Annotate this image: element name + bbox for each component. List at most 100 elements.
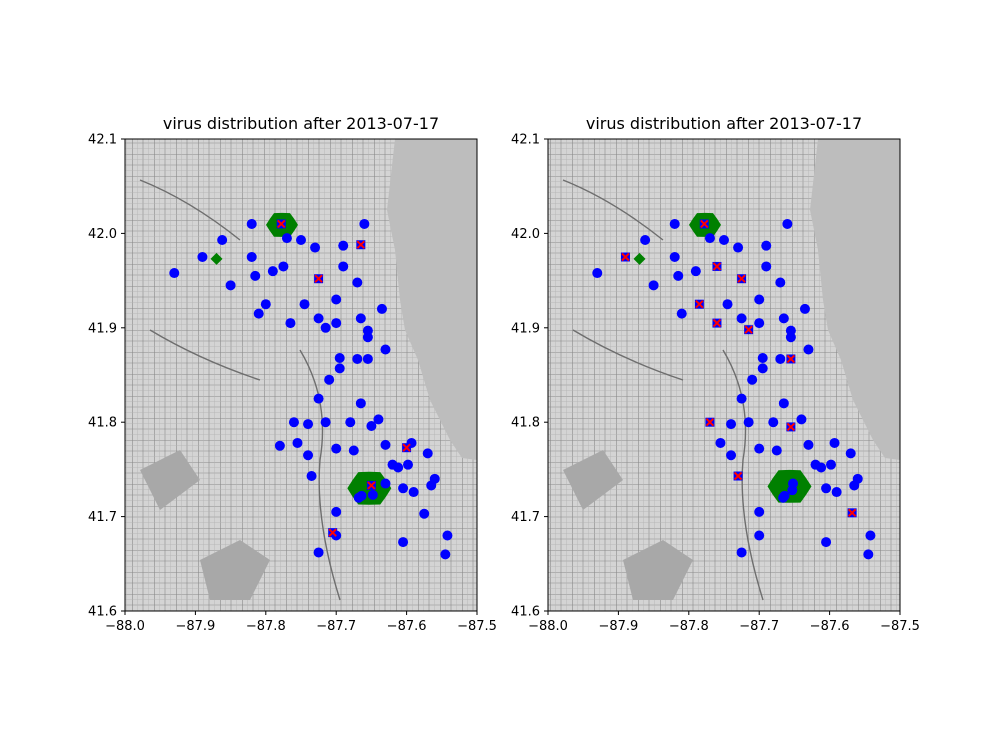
green-diamond-point	[210, 252, 223, 265]
red-x-point	[705, 417, 715, 427]
red-x-point	[402, 443, 412, 453]
blue-point	[733, 242, 744, 253]
blue-point	[367, 489, 378, 500]
map-background	[548, 139, 900, 611]
blue-point	[865, 530, 876, 541]
red-x-point	[712, 261, 722, 271]
blue-point	[775, 277, 786, 288]
blue-point	[690, 266, 701, 277]
blue-point	[197, 252, 208, 262]
blue-point	[726, 419, 737, 430]
red-x-point	[744, 325, 754, 335]
blue-point	[373, 414, 384, 425]
blue-point	[338, 261, 349, 272]
red-x-point	[699, 219, 709, 229]
blue-point	[260, 299, 271, 310]
green-diamond-point	[633, 252, 646, 265]
blue-point	[799, 303, 810, 314]
blue-point	[845, 448, 856, 459]
blue-point	[754, 294, 765, 305]
blue-point	[296, 235, 306, 246]
blue-point	[754, 318, 765, 329]
blue-point	[426, 480, 437, 491]
left-data-marks	[169, 212, 453, 560]
blue-point	[778, 313, 789, 324]
blue-point	[768, 417, 779, 428]
y-tick-label: 41.9	[88, 321, 117, 336]
x-tick-label: −87.9	[598, 619, 638, 634]
blue-point	[303, 450, 314, 461]
blue-point	[442, 530, 453, 541]
blue-point	[816, 462, 827, 473]
blue-point	[831, 487, 842, 498]
blue-point	[359, 218, 370, 229]
y-tick-label: 41.8	[511, 416, 540, 431]
x-tick-label: −87.6	[387, 619, 427, 634]
x-tick-label: −87.6	[810, 619, 850, 634]
blue-point	[253, 308, 264, 319]
blue-point	[250, 270, 261, 281]
left-y-axis: 41.6 41.7 41.8 41.9 42.0 42.1	[88, 133, 125, 620]
red-x-point	[356, 240, 366, 250]
blue-point	[267, 266, 278, 277]
left-x-axis: −88.0 −87.9 −87.8 −87.7 −87.6 −87.5	[105, 611, 497, 634]
red-x-point	[786, 422, 796, 432]
left-axes-frame	[124, 138, 478, 612]
blue-point	[376, 303, 387, 314]
blue-point	[726, 450, 737, 461]
y-tick-label: 42.1	[88, 133, 117, 148]
blue-point	[366, 420, 377, 431]
blue-point	[754, 530, 765, 541]
blue-point	[288, 417, 299, 428]
blue-point	[796, 414, 807, 425]
blue-point	[757, 353, 768, 364]
blue-point	[787, 478, 798, 489]
y-tick-label: 41.7	[511, 510, 540, 525]
blue-point	[408, 487, 419, 498]
red-x-point	[712, 318, 722, 328]
blue-point	[246, 218, 257, 229]
blue-point	[225, 280, 236, 291]
blue-point	[345, 417, 356, 428]
blue-point	[736, 393, 747, 404]
blue-point	[331, 294, 342, 305]
x-tick-label: −87.5	[457, 619, 497, 634]
right-chart-title: virus distribution after 2013-07-17	[586, 114, 862, 133]
blue-point	[754, 443, 765, 454]
blue-point	[592, 268, 603, 279]
blue-point	[673, 270, 684, 281]
blue-point	[782, 218, 793, 229]
red-x-point	[328, 528, 338, 538]
blue-point	[398, 537, 409, 548]
blue-point	[362, 332, 373, 343]
red-x-point	[314, 274, 324, 284]
x-tick-label: −87.8	[669, 619, 709, 634]
right-x-axis: −88.0 −87.9 −87.8 −87.7 −87.6 −87.5	[528, 611, 920, 634]
blue-point	[761, 240, 772, 251]
blue-point	[380, 439, 391, 450]
map-background	[125, 139, 477, 611]
right-axes-frame	[547, 138, 901, 612]
blue-point	[669, 252, 680, 262]
blue-point	[331, 443, 342, 454]
red-x-point	[847, 508, 857, 518]
blue-point	[719, 235, 729, 246]
blue-point	[246, 252, 257, 262]
x-tick-label: −87.8	[246, 619, 286, 634]
y-tick-label: 41.6	[511, 605, 540, 620]
blue-point	[313, 547, 324, 558]
blue-point	[771, 445, 782, 456]
left-chart-title: virus distribution after 2013-07-17	[163, 114, 439, 133]
blue-point	[303, 419, 314, 430]
red-x-point	[620, 252, 630, 262]
y-tick-label: 42.0	[88, 227, 117, 242]
y-tick-label: 41.8	[88, 416, 117, 431]
blue-point	[274, 440, 285, 451]
blue-point	[715, 437, 726, 448]
x-tick-label: −88.0	[105, 619, 145, 634]
red-x-point	[786, 354, 796, 364]
blue-point	[422, 448, 433, 459]
blue-point	[334, 353, 345, 364]
blue-point	[217, 235, 228, 246]
red-x-point	[694, 299, 704, 309]
